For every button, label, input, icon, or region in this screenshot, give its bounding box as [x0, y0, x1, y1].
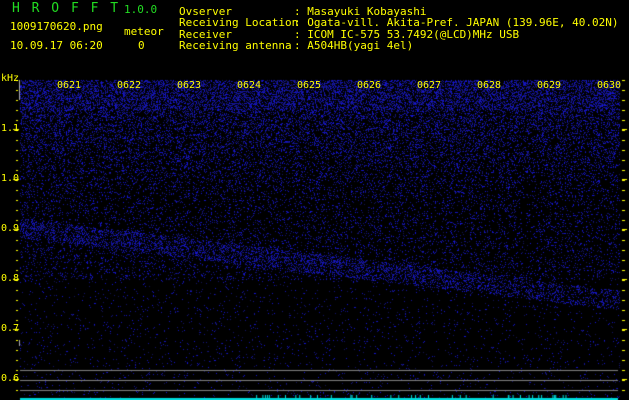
y-tick-label: 1.0: [1, 173, 20, 184]
y-tick-label: 0.9: [1, 223, 20, 234]
time-label: 0623: [177, 80, 202, 91]
y-tick-label: 0.8: [1, 273, 20, 284]
time-label: 0624: [237, 80, 262, 91]
meteor-count: 0: [138, 39, 145, 52]
time-label: 0625: [297, 80, 322, 91]
info-label: Receiver: [179, 28, 232, 41]
app-title: H R O F F T: [12, 1, 121, 16]
meteor-label: meteor: [124, 25, 164, 38]
time-label: 0622: [117, 80, 142, 91]
file-datetime: 10.09.17 06:20: [10, 39, 103, 52]
time-label: 0629: [537, 80, 562, 91]
time-label: 0630: [597, 80, 622, 91]
info-label: Receiving Location: [179, 16, 299, 29]
time-label: 0627: [417, 80, 442, 91]
time-label: 0628: [477, 80, 502, 91]
info-label: Receiving antenna: [179, 39, 292, 52]
time-label: 0626: [357, 80, 382, 91]
info-value: : ICOM IC-575 53.7492(@LCD)MHz USB: [294, 28, 520, 41]
y-tick-label: 0.6: [1, 373, 20, 384]
info-value: : A504HB(yagi 4el): [294, 39, 414, 52]
y-unit-label: kHz: [1, 73, 20, 84]
info-value: : Ogata-vill. Akita-Pref. JAPAN (139.96E…: [294, 16, 619, 29]
file-name: 1009170620.png: [10, 20, 103, 33]
info-value: : Masayuki Kobayashi: [294, 5, 427, 18]
y-tick-label: 1.1: [1, 123, 20, 134]
time-label: 0621: [57, 80, 82, 91]
info-label: Ovserver: [179, 5, 232, 18]
app-version: 1.0.0: [124, 3, 158, 16]
y-tick-label: 0.7: [1, 323, 20, 334]
